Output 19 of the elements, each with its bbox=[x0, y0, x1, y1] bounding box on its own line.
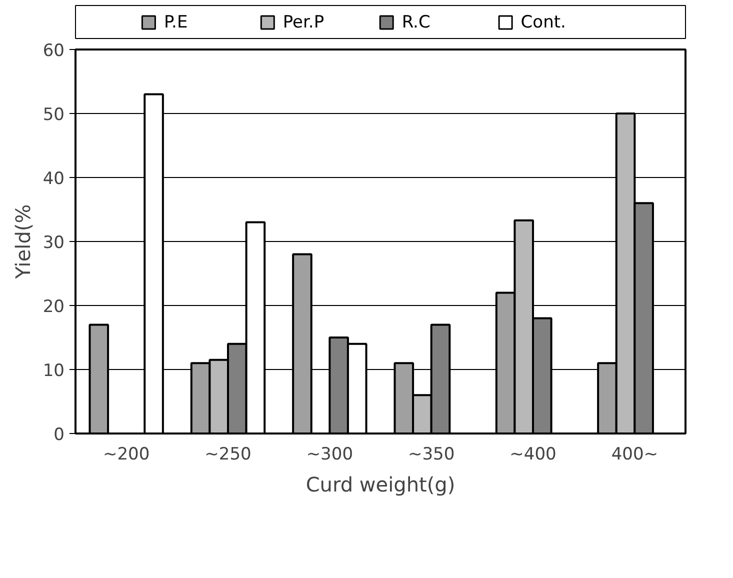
y-tick-label: 50 bbox=[42, 105, 65, 125]
y-tick-label: 10 bbox=[42, 361, 65, 381]
y-tick-label: 30 bbox=[42, 233, 65, 253]
x-tick-label: ~300 bbox=[306, 444, 354, 464]
x-tick-label: ~200 bbox=[102, 444, 150, 464]
y-tick-label: 60 bbox=[42, 41, 65, 61]
x-tick-label: ~400 bbox=[510, 444, 556, 464]
y-axis-title: Yield(% bbox=[10, 204, 35, 280]
x-tick-label: ~250 bbox=[204, 444, 252, 464]
x-tick-label: 400~ bbox=[611, 444, 658, 464]
legend-label: Cont. bbox=[520, 12, 566, 32]
legend-label: R.C bbox=[402, 12, 430, 32]
y-tick-label: 40 bbox=[42, 169, 65, 189]
legend-label: P.E bbox=[164, 12, 188, 32]
y-tick-label: 20 bbox=[42, 297, 65, 317]
y-tick-label: 0 bbox=[54, 425, 65, 445]
legend-label: Per.P bbox=[282, 12, 324, 32]
x-tick-label: ~350 bbox=[408, 444, 455, 464]
x-axis-title: Curd weight(g) bbox=[306, 472, 456, 496]
